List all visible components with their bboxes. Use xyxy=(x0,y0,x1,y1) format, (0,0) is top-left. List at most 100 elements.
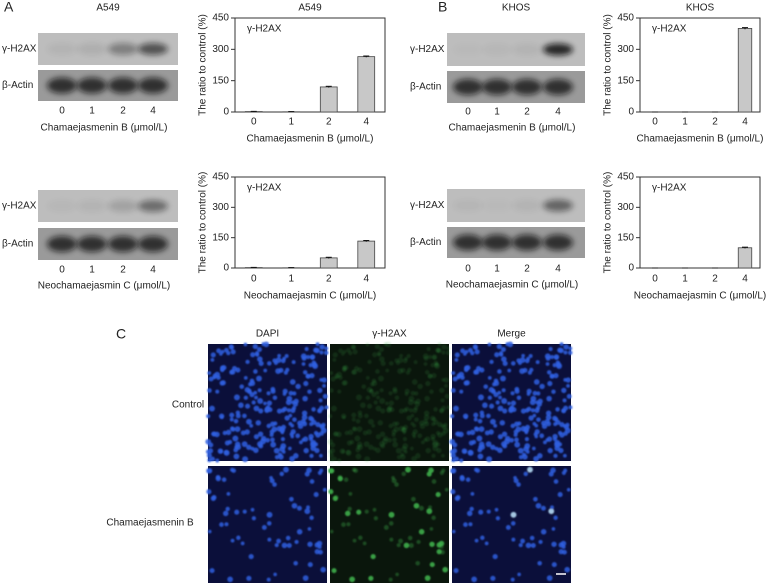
cell xyxy=(297,420,303,426)
plot-frame xyxy=(639,17,761,113)
cell xyxy=(215,389,220,394)
cell xyxy=(301,410,308,416)
blot-band xyxy=(453,234,483,251)
blot-band xyxy=(543,234,573,251)
cell xyxy=(215,474,221,480)
cell xyxy=(218,413,225,419)
cell xyxy=(295,433,301,439)
cell xyxy=(430,362,435,368)
cell xyxy=(509,437,514,443)
cell xyxy=(453,568,459,574)
cell xyxy=(288,421,293,426)
cell xyxy=(451,371,456,375)
cell xyxy=(227,576,233,583)
cell xyxy=(497,369,502,374)
cell xyxy=(460,375,465,380)
cell xyxy=(478,509,484,515)
cell xyxy=(475,468,481,473)
cell xyxy=(492,382,497,387)
cell xyxy=(308,437,314,442)
cell xyxy=(545,410,552,416)
cell xyxy=(435,492,441,498)
cell xyxy=(214,431,220,438)
cell xyxy=(423,438,428,442)
cell xyxy=(318,398,323,403)
cell xyxy=(388,361,394,366)
cell xyxy=(358,535,363,541)
cell xyxy=(248,382,253,387)
x-tick-label: 2 xyxy=(326,274,332,285)
cell xyxy=(533,379,540,385)
cell xyxy=(282,356,287,361)
cell xyxy=(321,422,326,428)
column-label: γ-H2AX xyxy=(372,329,407,340)
panel-label: A xyxy=(4,0,14,15)
cell xyxy=(493,423,498,428)
cell xyxy=(401,471,406,477)
y-tick-label: 0 xyxy=(628,263,634,274)
cell xyxy=(530,408,535,413)
cell xyxy=(441,350,446,355)
cell xyxy=(274,543,279,548)
cell xyxy=(400,454,406,460)
cell xyxy=(352,538,357,543)
cell xyxy=(527,466,533,473)
cell xyxy=(289,455,295,462)
cell xyxy=(258,408,264,414)
cell xyxy=(243,376,248,380)
cell xyxy=(522,454,528,460)
cell xyxy=(240,430,246,436)
cell xyxy=(347,429,354,436)
cell xyxy=(427,373,433,379)
cell xyxy=(532,413,537,418)
cell xyxy=(230,349,236,355)
cell xyxy=(498,351,504,356)
cell xyxy=(307,527,312,531)
cell xyxy=(473,369,478,375)
cell xyxy=(545,362,550,366)
cell xyxy=(253,447,259,454)
cell xyxy=(421,440,425,445)
cell xyxy=(513,432,518,437)
cell xyxy=(338,375,343,380)
cell xyxy=(497,434,503,440)
y-axis-label: The ratio to control (%) xyxy=(198,14,209,116)
x-tick-label: 1 xyxy=(288,274,294,285)
cell xyxy=(388,400,395,406)
cell xyxy=(320,566,326,573)
cell xyxy=(451,388,456,393)
cell xyxy=(396,455,402,460)
cell xyxy=(331,405,337,412)
cell xyxy=(417,383,423,390)
cell xyxy=(249,378,255,384)
blot-band xyxy=(453,44,483,56)
cell xyxy=(395,360,401,365)
cell xyxy=(339,448,346,454)
cell xyxy=(294,539,299,545)
cell xyxy=(510,391,515,396)
cell xyxy=(378,375,384,382)
cell xyxy=(244,429,250,435)
blot-band xyxy=(138,43,168,55)
cell xyxy=(563,468,568,473)
cell xyxy=(249,423,254,428)
cell xyxy=(220,349,225,354)
cell xyxy=(414,391,419,396)
cell xyxy=(442,566,448,573)
cell xyxy=(376,395,380,400)
cell xyxy=(328,489,334,495)
cell xyxy=(535,360,540,365)
cell xyxy=(493,378,499,384)
cell xyxy=(563,453,567,458)
cell xyxy=(253,369,258,374)
cell xyxy=(266,577,271,582)
cell xyxy=(463,522,468,527)
bar xyxy=(357,240,376,269)
blot-band xyxy=(512,199,542,212)
plot-frame xyxy=(639,176,761,269)
cell xyxy=(546,421,552,427)
cell xyxy=(302,370,308,375)
cell xyxy=(331,568,337,574)
cell xyxy=(445,350,451,356)
cell xyxy=(288,390,294,396)
